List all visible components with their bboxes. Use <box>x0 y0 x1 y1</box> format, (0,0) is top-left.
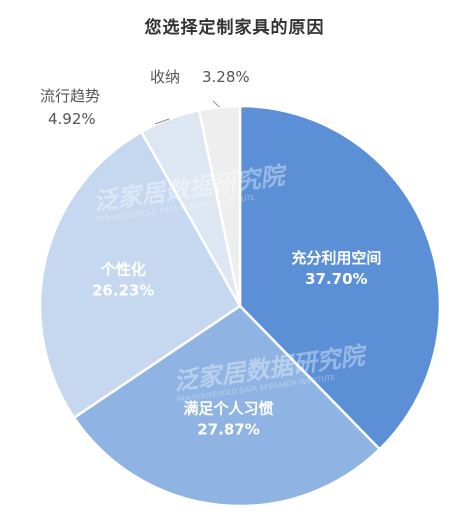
slice-1-wedge <box>72 304 382 508</box>
slice-3-leader-line <box>154 118 170 125</box>
slice-2-value-label: 26.23% <box>92 281 154 299</box>
slice-1-value-label: 27.87% <box>197 420 259 438</box>
pie-slices <box>38 104 442 508</box>
slice-4-name-label: 收纳 <box>150 68 180 86</box>
chart-title: 您选择定制家具的原因 <box>144 18 325 38</box>
slice-0-value-label: 37.70% <box>305 270 367 288</box>
slice-3-value-label: 4.92% <box>48 110 96 128</box>
slice-4-value-label: 3.28% <box>202 68 250 86</box>
leader-lines <box>154 100 220 125</box>
slice-2-wedge <box>38 130 242 420</box>
slice-2-name-label: 个性化 <box>100 260 146 278</box>
slice-0-wedge <box>238 104 442 451</box>
slice-4-leader-line <box>212 100 220 108</box>
slice-3-name-label: 流行趋势 <box>40 87 100 105</box>
slice-labels: 充分利用空间 37.70% 满足个人习惯 27.87% 个性化 26.23% 流行趋势 4.9… <box>40 68 381 438</box>
slice-1-name-label: 满足个人习惯 <box>184 399 274 417</box>
slice-0-name-label: 充分利用空间 <box>291 249 381 267</box>
